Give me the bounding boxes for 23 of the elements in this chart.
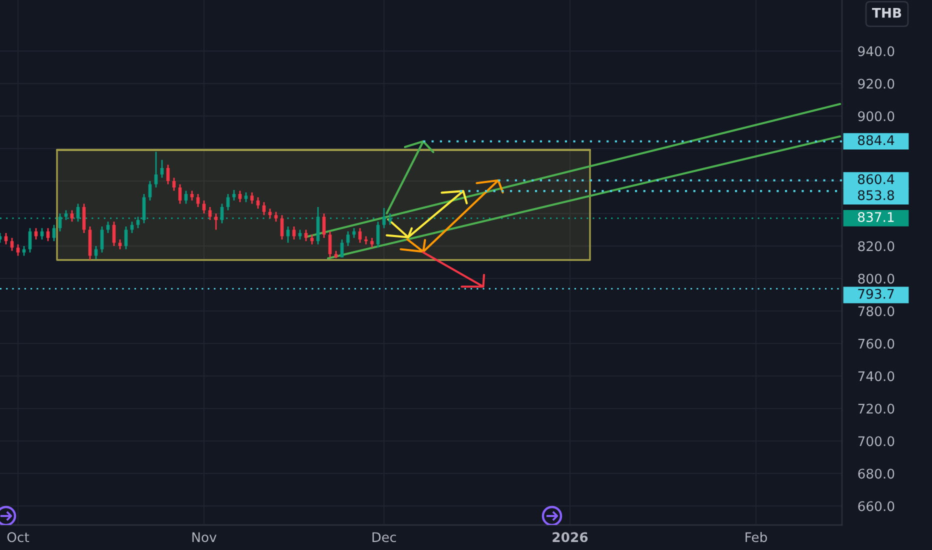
data-label: 853.8 xyxy=(858,190,894,200)
y-tick-label: 920.0 xyxy=(858,78,894,89)
y-axis-title: THB xyxy=(872,8,902,18)
y-tick-label: 940.0 xyxy=(858,46,894,56)
x-tick-label: Nov xyxy=(192,532,216,542)
y-tick-label: 740.0 xyxy=(858,371,894,382)
y-tick-label: 780.0 xyxy=(858,306,894,316)
x-tick-label: Dec xyxy=(372,532,396,542)
ref-line-label: 837.1 xyxy=(858,212,894,222)
y-tick-label: 900.0 xyxy=(858,111,894,122)
y-tick-label: 760.0 xyxy=(858,338,894,349)
y-tick-label: 800.0 xyxy=(858,274,894,284)
y-tick-label: 720.0 xyxy=(858,404,894,414)
x-tick-label: 2026 xyxy=(552,532,588,542)
y-tick-label: 660.0 xyxy=(858,501,894,512)
x-tick-label: Oct xyxy=(7,532,30,542)
data-label: 860.4 xyxy=(858,174,894,184)
x-tick-label: Feb xyxy=(746,532,767,542)
y-tick-label: 700.0 xyxy=(858,436,894,446)
ref-line-label: 793.7 xyxy=(858,288,894,299)
y-tick-label: 680.0 xyxy=(858,468,894,479)
y-tick-label: 820.0 xyxy=(858,241,894,252)
data-label: 884.4 xyxy=(858,135,894,146)
